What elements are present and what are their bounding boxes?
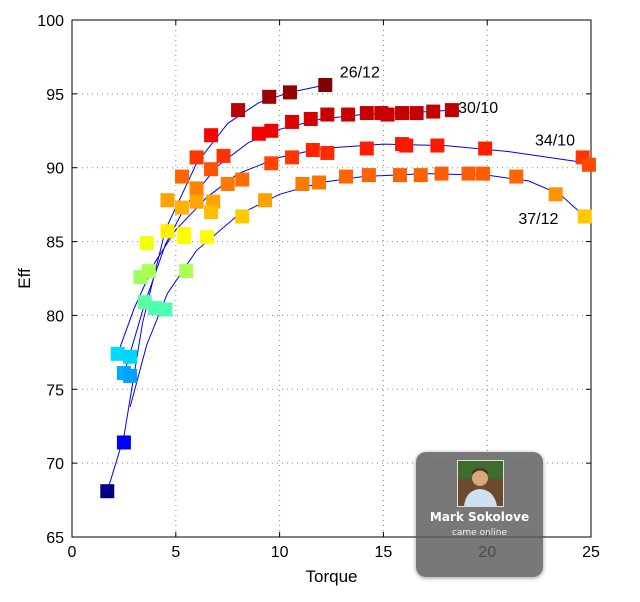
- y-axis-label: Eff: [15, 268, 34, 289]
- data-point: [305, 142, 320, 157]
- data-point: [235, 209, 250, 224]
- grid-lines: [72, 20, 591, 537]
- data-point: [123, 349, 138, 364]
- data-point: [141, 264, 156, 279]
- data-point: [461, 166, 476, 181]
- data-point: [177, 230, 192, 245]
- data-point: [361, 168, 376, 183]
- x-axis-label: Torque: [306, 567, 358, 586]
- data-point: [341, 107, 356, 122]
- data-point: [413, 168, 428, 183]
- data-point: [189, 194, 204, 209]
- series-labels: 26/12 30/10 34/10 37/12: [340, 65, 575, 228]
- data-point: [303, 111, 318, 126]
- series-label: 26/12: [340, 65, 380, 82]
- y-tick-label: 80: [46, 308, 64, 325]
- data-point: [426, 104, 441, 119]
- online-notification[interactable]: Mark Sokolove came online: [416, 452, 543, 577]
- x-tick-label: 0: [68, 544, 77, 561]
- y-tick-label: 75: [46, 382, 64, 399]
- data-point: [204, 162, 219, 177]
- data-point: [581, 157, 596, 172]
- avatar: [457, 460, 504, 507]
- data-point: [434, 166, 449, 181]
- data-point: [339, 169, 354, 184]
- data-point: [100, 484, 115, 499]
- data-point: [175, 200, 190, 215]
- y-tick-label: 95: [46, 87, 64, 104]
- x-tick-label: 25: [582, 544, 600, 561]
- data-point: [320, 145, 335, 160]
- data-point: [216, 148, 231, 163]
- data-point: [548, 187, 563, 202]
- data-point: [409, 106, 424, 121]
- data-points: [100, 77, 596, 499]
- data-point: [189, 150, 204, 165]
- data-point: [251, 126, 266, 141]
- data-point: [179, 264, 194, 279]
- data-point: [295, 176, 310, 191]
- data-point: [282, 85, 297, 100]
- contact-name: Mark Sokolove: [429, 510, 530, 524]
- x-tick-label: 15: [375, 544, 393, 561]
- plot-frame: [71, 19, 592, 538]
- data-point: [199, 230, 214, 245]
- data-point: [220, 176, 235, 191]
- data-point: [285, 114, 300, 129]
- data-point: [235, 172, 250, 187]
- data-point: [430, 138, 445, 153]
- data-point: [395, 106, 410, 121]
- series-label: 37/12: [518, 211, 558, 228]
- data-point: [285, 150, 300, 165]
- data-point: [258, 193, 273, 208]
- data-point: [110, 346, 125, 361]
- data-point: [264, 123, 279, 138]
- data-point: [204, 128, 219, 143]
- data-point: [139, 236, 154, 251]
- data-point: [476, 166, 491, 181]
- data-point: [160, 193, 175, 208]
- contact-status: came online: [451, 528, 508, 538]
- data-point: [189, 181, 204, 196]
- data-point: [116, 435, 131, 450]
- fit-curve-1: [106, 84, 326, 492]
- y-tick-label: 90: [46, 161, 64, 178]
- data-point: [160, 224, 175, 239]
- series-label: 30/10: [458, 100, 498, 117]
- x-tick-label: 10: [271, 544, 289, 561]
- y-tick-label: 70: [46, 456, 64, 473]
- data-point: [158, 302, 173, 317]
- data-point: [444, 103, 459, 118]
- y-tick-label: 85: [46, 235, 64, 252]
- data-point: [262, 89, 277, 104]
- data-point: [380, 107, 395, 122]
- data-point: [320, 107, 335, 122]
- data-point: [359, 106, 374, 121]
- series-label: 34/10: [535, 133, 575, 150]
- data-point: [509, 169, 524, 184]
- x-tick-label: 5: [171, 544, 180, 561]
- data-point: [393, 168, 408, 183]
- fit-curves: [106, 84, 589, 492]
- data-point: [231, 103, 246, 118]
- data-point: [577, 209, 592, 224]
- data-point: [312, 175, 327, 190]
- y-tick-label: 100: [37, 13, 64, 30]
- data-point: [175, 169, 190, 184]
- data-point: [204, 205, 219, 220]
- data-point: [399, 138, 414, 153]
- data-point: [264, 156, 279, 171]
- data-point: [478, 141, 493, 156]
- data-point: [318, 77, 333, 92]
- y-tick-label: 65: [46, 530, 64, 547]
- data-point: [359, 141, 374, 156]
- data-point: [123, 368, 138, 383]
